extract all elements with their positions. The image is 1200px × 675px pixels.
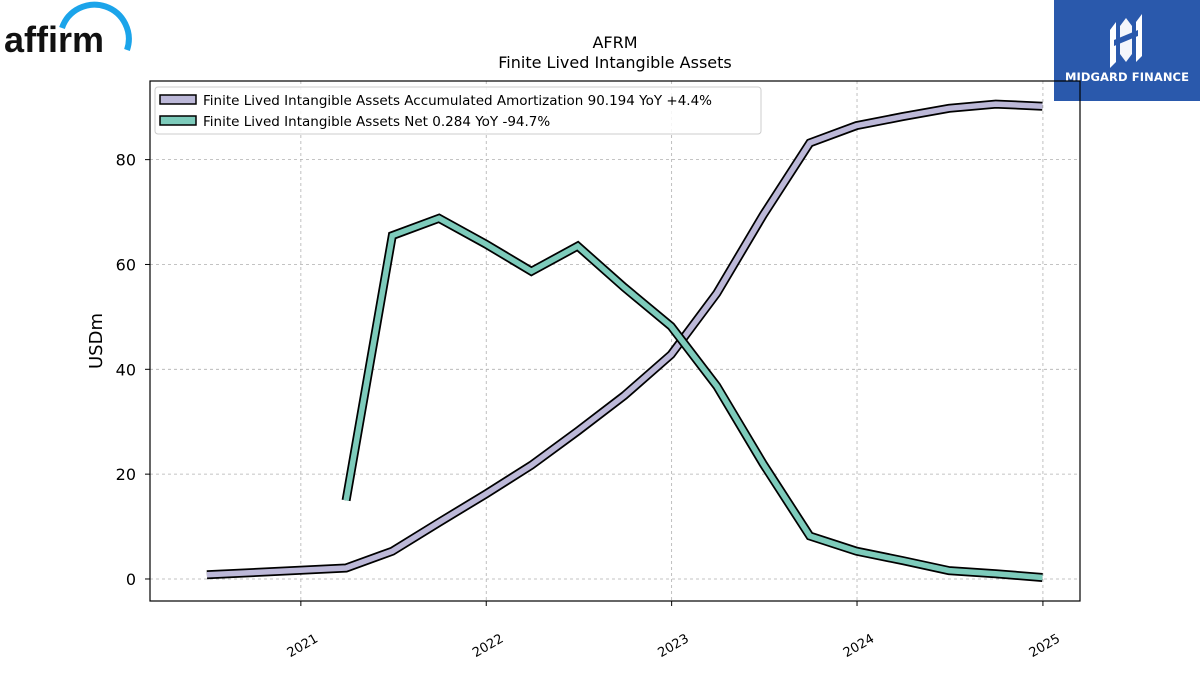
series-outline-net — [341, 213, 1043, 582]
plot-area-frame — [149, 80, 1081, 602]
affirm-logo-wordmark: affirm — [4, 19, 104, 60]
y-tick-label: 60 — [116, 255, 136, 274]
x-tick-label: 2022 — [470, 631, 506, 661]
series-outline-accumulated-amortization — [206, 99, 1043, 580]
series-line-net — [343, 215, 1043, 581]
x-tick-label: 2021 — [285, 631, 321, 661]
midgard-emblem-icon — [1110, 14, 1142, 68]
chart-title: AFRM — [592, 33, 637, 52]
legend-label-accumulated-amortization: Finite Lived Intangible Assets Accumulat… — [203, 93, 712, 109]
affirm-logo: affirm — [4, 1, 132, 60]
y-tick-label: 20 — [116, 465, 136, 484]
affirm-logo-arc — [59, 1, 132, 51]
midgard-finance-name: MIDGARD FINANCE — [1064, 70, 1190, 84]
legend: Finite Lived Intangible Assets Accumulat… — [154, 86, 762, 135]
chart-subtitle: Finite Lived Intangible Assets — [498, 53, 731, 72]
legend-label-net: Finite Lived Intangible Assets Net 0.284… — [203, 114, 550, 130]
midgard-finance-logo: MIDGARD FINANCE — [1054, 0, 1200, 101]
grid-lines — [150, 81, 1080, 601]
series-line-accumulated-amortization — [206, 101, 1043, 578]
x-tick-label: 2024 — [841, 631, 877, 661]
legend-box — [154, 86, 762, 135]
x-tick-label: 2023 — [655, 631, 691, 661]
legend-swatch-accumulated-amortization — [159, 94, 197, 105]
y-tick-label: 0 — [126, 570, 136, 589]
y-axis-label: USDm — [86, 313, 107, 369]
x-tick-label: 2025 — [1027, 631, 1063, 661]
axis-ticks: 0 20 40 60 80 2021 2022 2023 2024 2025 — [116, 151, 1063, 661]
series-layer — [206, 99, 1043, 582]
y-tick-label: 40 — [116, 360, 136, 379]
y-tick-label: 80 — [116, 151, 136, 170]
legend-swatch-net — [159, 115, 197, 126]
